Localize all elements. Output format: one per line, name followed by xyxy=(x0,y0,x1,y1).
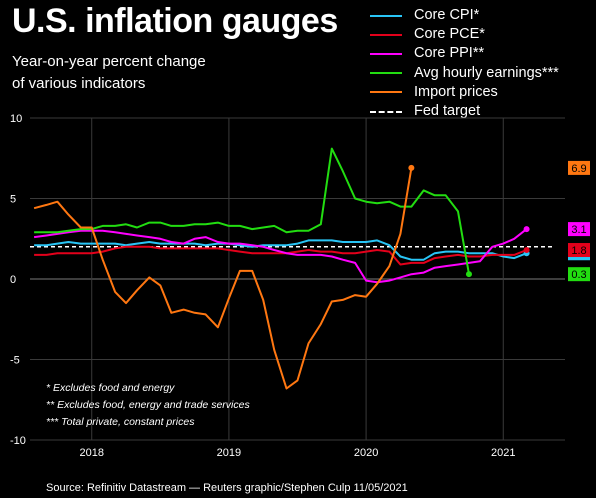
legend-item-fed-target: Fed target xyxy=(370,102,559,121)
x-tick-label-2021: 2021 xyxy=(491,447,515,459)
end-label-text-core-pce: 1.8 xyxy=(571,245,586,257)
x-tick-label-2020: 2020 xyxy=(354,447,378,459)
legend-swatch-fed-target xyxy=(370,110,402,113)
chart-legend: Core CPI* Core PCE* Core PPI** Avg hourl… xyxy=(370,6,559,121)
legend-swatch-core-cpi xyxy=(370,14,402,17)
end-label-core-ppi: 3.1 xyxy=(568,222,590,237)
end-label-text-import-prices: 6.9 xyxy=(571,163,586,175)
legend-label-import-prices: Import prices xyxy=(414,83,498,100)
legend-item-core-pce: Core PCE* xyxy=(370,25,559,44)
y-tick-label-5: 5 xyxy=(10,194,16,206)
end-label-core-pce: 1.8 xyxy=(568,243,590,258)
series-line-import-prices xyxy=(33,167,413,390)
end-label-text-avg-hourly-earnings: 0.3 xyxy=(571,269,586,281)
legend-swatch-avg-hourly-earnings xyxy=(370,72,402,75)
subtitle-line-2: of various indicators xyxy=(12,75,146,92)
end-label-text-core-ppi: 3.1 xyxy=(571,224,586,236)
series-line-core-cpi xyxy=(34,239,527,261)
series-endpoint-core-pce xyxy=(523,247,530,254)
end-label-layer: 1.61.83.10.36.9 xyxy=(568,160,590,282)
legend-item-core-cpi: Core CPI* xyxy=(370,6,559,25)
footnotes: * Excludes food and energy ** Excludes f… xyxy=(46,380,250,431)
series-endpoint-core-ppi xyxy=(523,226,530,233)
legend-label-core-cpi: Core CPI* xyxy=(414,7,480,23)
series-endpoint-import-prices xyxy=(408,164,415,171)
footnote-2: ** Excludes food, energy and trade servi… xyxy=(46,399,250,411)
legend-label-core-pce: Core PCE* xyxy=(414,26,485,43)
y-tick-label-0: 0 xyxy=(10,274,16,286)
end-label-box-core-pce xyxy=(568,243,590,258)
y-tick-label--10: -10 xyxy=(10,435,26,447)
series-layer xyxy=(30,147,555,390)
grid-layer: 10 5 0 -5 -10 2018 2019 2020 2021 xyxy=(10,113,565,459)
end-label-avg-hourly-earnings: 0.3 xyxy=(568,267,590,282)
legend-swatch-core-pce xyxy=(370,33,402,36)
legend-item-core-ppi: Core PPI** xyxy=(370,44,559,63)
end-label-box-import-prices xyxy=(568,160,590,175)
footnote-1: * Excludes food and energy xyxy=(46,382,175,394)
legend-item-avg-hourly-earnings: Avg hourly earnings*** xyxy=(370,64,559,83)
end-label-import-prices: 6.9 xyxy=(568,160,590,175)
y-tick-label--5: -5 xyxy=(10,355,20,367)
legend-swatch-import-prices xyxy=(370,91,402,94)
y-tick-label-10: 10 xyxy=(10,113,22,125)
legend-label-fed-target: Fed target xyxy=(414,102,481,119)
legend-label-avg-hourly-earnings: Avg hourly earnings*** xyxy=(414,64,559,81)
legend-item-import-prices: Import prices xyxy=(370,83,559,102)
footnote-3: *** Total private, constant prices xyxy=(46,416,195,428)
legend-label-core-ppi: Core PPI** xyxy=(414,45,485,62)
x-tick-label-2019: 2019 xyxy=(217,447,241,459)
end-label-box-core-ppi xyxy=(568,222,590,237)
series-endpoint-avg-hourly-earnings xyxy=(465,271,472,278)
end-label-box-avg-hourly-earnings xyxy=(568,267,590,282)
chart-title: U.S. inflation gauges xyxy=(12,2,338,40)
legend-swatch-core-ppi xyxy=(370,52,402,55)
chart-subtitle: Year-on-year percent change of various i… xyxy=(12,51,272,95)
x-tick-label-2018: 2018 xyxy=(79,447,103,459)
source-credit: Source: Refinitiv Datastream — Reuters g… xyxy=(46,482,408,494)
series-line-core-pce xyxy=(34,245,527,266)
series-line-core-ppi xyxy=(33,228,528,284)
series-line-avg-hourly-earnings xyxy=(34,147,470,275)
subtitle-line-1: Year-on-year percent change xyxy=(12,53,206,70)
